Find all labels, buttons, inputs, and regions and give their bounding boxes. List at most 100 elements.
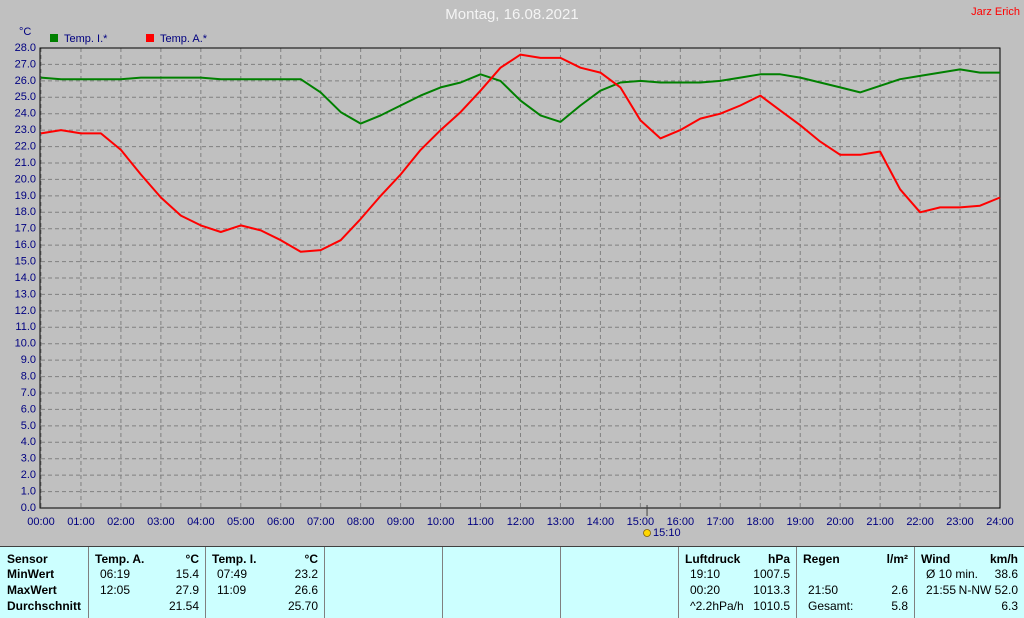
- x-tick-label: 15:00: [627, 516, 655, 528]
- table-value: 23.2: [295, 567, 319, 581]
- y-tick-label: 27.0: [15, 58, 36, 70]
- y-tick-label: 19.0: [15, 190, 36, 202]
- x-tick-label: 03:00: [147, 516, 175, 528]
- table-value: 1010.5: [753, 599, 790, 613]
- table-unit: °C: [305, 552, 319, 566]
- table-value: 26.6: [295, 583, 319, 597]
- legend-label: Temp. A.*: [160, 33, 208, 45]
- table-row-label: 21:55: [926, 583, 956, 597]
- chart-background: [0, 0, 1024, 546]
- y-tick-label: 22.0: [15, 140, 36, 152]
- sun-icon: [643, 529, 651, 537]
- table-value: 1013.3: [753, 583, 790, 597]
- x-tick-label: 04:00: [187, 516, 215, 528]
- y-tick-label: 15.0: [15, 255, 36, 267]
- x-tick-label: 08:00: [347, 516, 375, 528]
- y-tick-label: 16.0: [15, 239, 36, 251]
- x-tick-label: 12:00: [507, 516, 535, 528]
- y-tick-label: 4.0: [21, 436, 36, 448]
- table-background: [0, 546, 1024, 618]
- table-value: 25.70: [288, 599, 318, 613]
- table-row-label: 11:09: [217, 583, 246, 597]
- y-unit: °C: [19, 26, 31, 38]
- table-unit: l/m²: [887, 552, 908, 566]
- y-tick-label: 28.0: [15, 42, 36, 54]
- table-row-label: 00:20: [690, 583, 720, 597]
- y-tick-label: 9.0: [21, 354, 36, 366]
- x-tick-label: 16:00: [667, 516, 695, 528]
- table-value: 21.54: [169, 599, 199, 613]
- x-tick-label: 17:00: [707, 516, 735, 528]
- table-row-label: ^2.2hPa/h: [690, 599, 744, 613]
- y-tick-label: 11.0: [15, 321, 36, 333]
- table-row-label: 07:49: [217, 567, 247, 581]
- legend-swatch: [146, 34, 154, 42]
- table-unit: °C: [186, 552, 200, 566]
- y-tick-label: 12.0: [15, 305, 36, 317]
- table-row-label: Durchschnitt: [7, 599, 81, 613]
- x-tick-label: 20:00: [826, 516, 854, 528]
- y-tick-label: 1.0: [21, 485, 36, 497]
- y-tick-label: 25.0: [15, 91, 36, 103]
- y-tick-label: 6.0: [21, 403, 36, 415]
- y-tick-label: 18.0: [15, 206, 36, 218]
- y-tick-label: 14.0: [15, 272, 36, 284]
- table-value: 5.8: [891, 599, 908, 613]
- y-tick-label: 7.0: [21, 387, 36, 399]
- y-tick-label: 8.0: [21, 370, 36, 382]
- x-tick-label: 14:00: [587, 516, 615, 528]
- x-tick-label: 00:00: [27, 516, 55, 528]
- table-unit: km/h: [990, 552, 1018, 566]
- x-tick-label: 22:00: [906, 516, 934, 528]
- x-tick-label: 13:00: [547, 516, 575, 528]
- table-header: Temp. A.: [95, 552, 144, 566]
- table-row-label: 12:05: [100, 583, 130, 597]
- x-tick-label: 18:00: [746, 516, 774, 528]
- table-header: Temp. I.: [212, 552, 256, 566]
- legend-label: Temp. I.*: [64, 33, 108, 45]
- x-tick-label: 19:00: [786, 516, 814, 528]
- y-tick-label: 26.0: [15, 75, 36, 87]
- data-line: [40, 53, 1001, 253]
- table-value: 2.6: [891, 583, 908, 597]
- author: Jarz Erich: [971, 6, 1020, 18]
- table-row-label: MinWert: [7, 567, 54, 581]
- table-unit: hPa: [768, 552, 790, 566]
- sun-marker-label: 15:10: [653, 527, 681, 539]
- table-value: 15.4: [176, 567, 200, 581]
- x-tick-label: 06:00: [267, 516, 295, 528]
- y-tick-label: 17.0: [15, 223, 36, 235]
- table-value: N-NW 52.0: [959, 583, 1019, 597]
- table-header: Wind: [921, 552, 950, 566]
- table-header: Luftdruck: [685, 552, 741, 566]
- y-tick-label: 20.0: [15, 173, 36, 185]
- y-tick-label: 13.0: [15, 288, 36, 300]
- table-header: Sensor: [7, 552, 48, 566]
- x-tick-label: 07:00: [307, 516, 335, 528]
- x-tick-label: 23:00: [946, 516, 974, 528]
- x-tick-label: 05:00: [227, 516, 255, 528]
- table-row-label: Gesamt:: [808, 599, 853, 613]
- x-tick-label: 24:00: [986, 516, 1014, 528]
- legend-swatch: [50, 34, 58, 42]
- table-row-label: MaxWert: [7, 583, 57, 597]
- table-value: 1007.5: [753, 567, 790, 581]
- y-tick-label: 21.0: [15, 157, 36, 169]
- x-tick-label: 10:00: [427, 516, 455, 528]
- y-tick-label: 5.0: [21, 420, 36, 432]
- y-tick-label: 0.0: [21, 502, 36, 514]
- y-tick-label: 10.0: [15, 338, 36, 350]
- x-tick-label: 02:00: [107, 516, 135, 528]
- chart-title: Montag, 16.08.2021: [445, 6, 578, 23]
- table-value: 38.6: [995, 567, 1019, 581]
- table-value: 27.9: [176, 583, 200, 597]
- table-header: Regen: [803, 552, 840, 566]
- table-row-label: Ø 10 min.: [926, 567, 978, 581]
- y-tick-label: 2.0: [21, 469, 36, 481]
- x-tick-label: 11:00: [467, 516, 494, 528]
- table-row-label: 19:10: [690, 567, 720, 581]
- table-row-label: 21:50: [808, 583, 838, 597]
- table-value: 6.3: [1001, 599, 1018, 613]
